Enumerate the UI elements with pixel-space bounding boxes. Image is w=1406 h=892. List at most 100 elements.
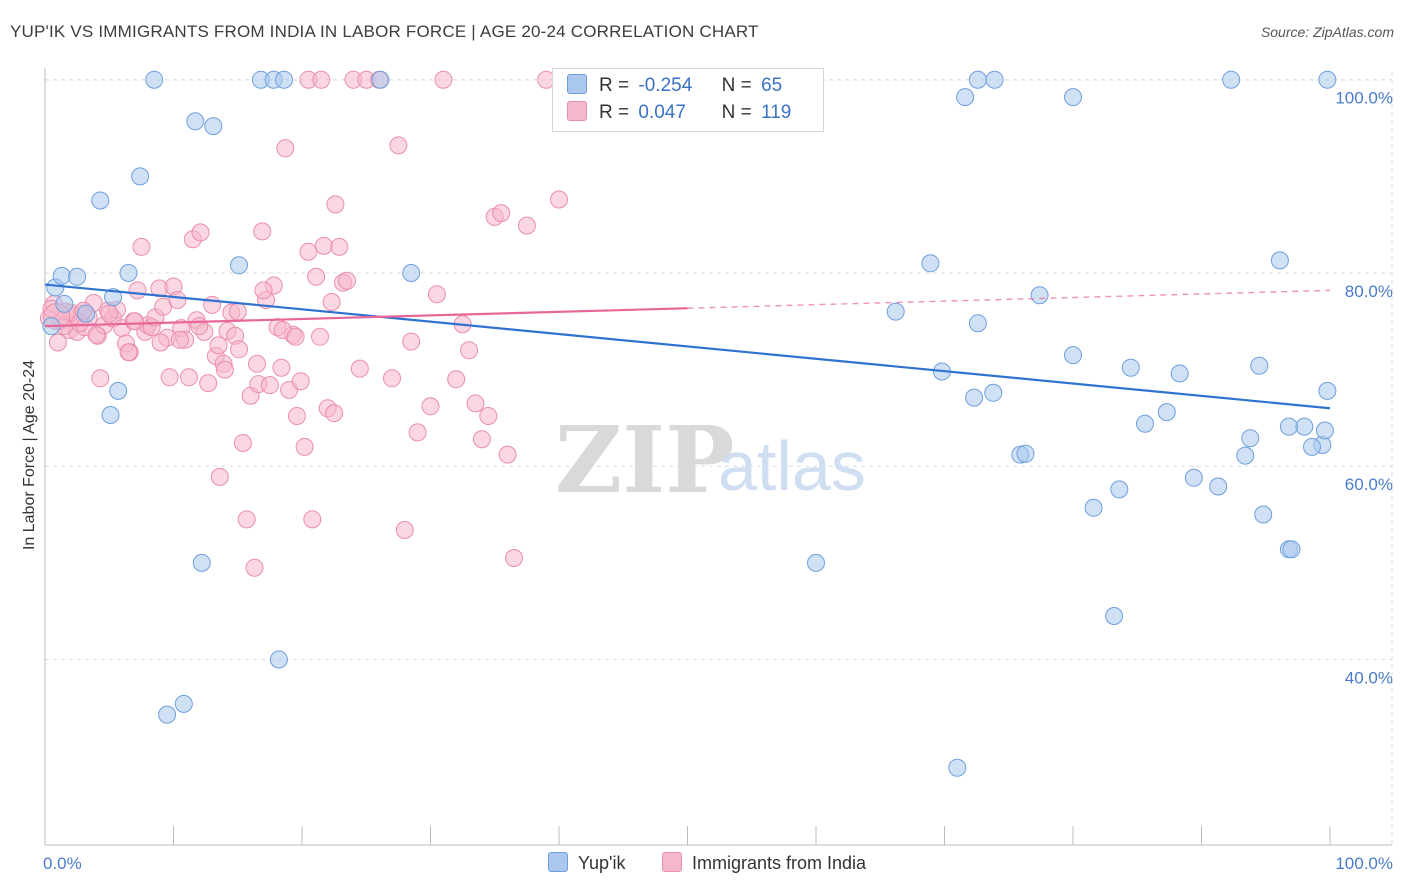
yupik-point — [1064, 346, 1082, 365]
watermark-zip: ZIP — [555, 406, 734, 514]
yupik-point — [119, 264, 138, 282]
india-point — [253, 222, 272, 241]
india-point — [228, 302, 247, 321]
india-point — [230, 340, 248, 359]
yupik-point — [1016, 444, 1035, 463]
watermark: ZIP atlas — [555, 406, 866, 514]
legend-n-label: N = — [721, 102, 752, 123]
yupik-point — [1157, 403, 1176, 422]
yupik-point — [948, 758, 967, 777]
yupik-point — [158, 705, 177, 724]
india-point — [303, 510, 322, 529]
india-point — [299, 242, 318, 261]
india-point — [550, 190, 568, 209]
india-point — [203, 295, 222, 314]
india-trend-extension — [687, 289, 1331, 309]
india-point — [330, 237, 349, 256]
legend-row-yupik: R = -0.254 N = 65 — [567, 74, 782, 100]
india-point — [421, 397, 440, 416]
india-point — [276, 139, 295, 158]
yupik-point — [1222, 70, 1241, 89]
yupik-point — [968, 314, 987, 333]
india-point — [460, 341, 479, 360]
yupik-point — [1184, 468, 1203, 487]
india-point — [160, 368, 179, 387]
india-point — [132, 237, 151, 256]
yupik-point — [186, 112, 205, 131]
india-point — [291, 372, 310, 391]
yupik-point — [101, 406, 120, 424]
india-point — [151, 333, 170, 352]
yupik-point — [269, 650, 288, 669]
india-point — [472, 430, 491, 449]
yupik-point — [1121, 358, 1140, 377]
india-point — [190, 317, 209, 336]
swatch-yupik — [548, 852, 568, 872]
legend-label-india: Immigrants from India — [692, 853, 867, 873]
y-tick-label: 40.0% — [1345, 668, 1393, 687]
swatch-india — [662, 852, 682, 872]
india-point — [383, 369, 401, 388]
india-point — [295, 437, 314, 456]
india-point — [91, 369, 110, 388]
india-point — [434, 70, 453, 89]
yupik-point — [1084, 498, 1103, 517]
india-point — [128, 281, 147, 300]
india-point — [237, 510, 256, 529]
yupik-point — [68, 267, 87, 286]
series-legend: Yup'ik Immigrants from India — [0, 852, 1406, 876]
yupik-point — [1303, 437, 1321, 456]
yupik-point — [55, 294, 74, 313]
y-tick-label: 60.0% — [1345, 475, 1393, 494]
yupik-point — [1170, 364, 1189, 383]
india-point — [395, 521, 414, 539]
yupik-point — [230, 256, 248, 275]
legend-r-value: -0.254 — [638, 75, 693, 96]
yupik-trend-line — [44, 283, 1331, 410]
india-point — [326, 195, 345, 214]
yupik-point — [52, 266, 71, 285]
india-point — [168, 291, 187, 309]
legend-r-label: R = — [599, 75, 630, 96]
india-point — [322, 293, 341, 311]
yupik-point — [371, 70, 390, 89]
india-point — [245, 558, 264, 577]
yupik-point — [965, 388, 984, 407]
yupik-point — [1254, 505, 1273, 524]
yupik-point — [1110, 480, 1129, 499]
yupik-point — [104, 288, 123, 307]
india-point — [248, 354, 266, 373]
india-trend-line — [44, 307, 688, 328]
india-point — [492, 204, 511, 223]
india-point — [498, 445, 517, 464]
yupik-point — [174, 694, 193, 713]
india-point — [350, 359, 369, 378]
yupik-point — [1279, 417, 1298, 436]
yupik-points — [42, 70, 1337, 777]
yupik-point — [807, 553, 825, 572]
yupik-point — [985, 70, 1004, 89]
yupik-point — [91, 191, 110, 210]
india-point — [338, 271, 356, 290]
yupik-point — [1282, 540, 1301, 559]
india-point — [325, 404, 344, 423]
yupik-point — [1315, 421, 1334, 440]
legend-label-yupik: Yup'ik — [578, 853, 626, 873]
yupik-point — [956, 88, 975, 107]
correlation-legend: R = -0.254 N = 65 R = 0.047 N = 119 — [552, 68, 824, 132]
india-point — [312, 70, 331, 89]
yupik-point — [192, 553, 211, 572]
india-point — [389, 136, 408, 155]
india-point — [199, 374, 218, 393]
legend-swatch-india — [567, 101, 587, 121]
india-point — [209, 336, 228, 355]
yupik-point — [984, 383, 1003, 402]
legend-item-yupik: Yup'ik — [548, 852, 625, 874]
yupik-point — [1318, 381, 1337, 400]
india-point — [100, 304, 119, 323]
india-point — [314, 236, 333, 255]
india-point — [215, 360, 234, 379]
legend-swatch-yupik — [567, 74, 587, 94]
india-point — [125, 312, 144, 331]
